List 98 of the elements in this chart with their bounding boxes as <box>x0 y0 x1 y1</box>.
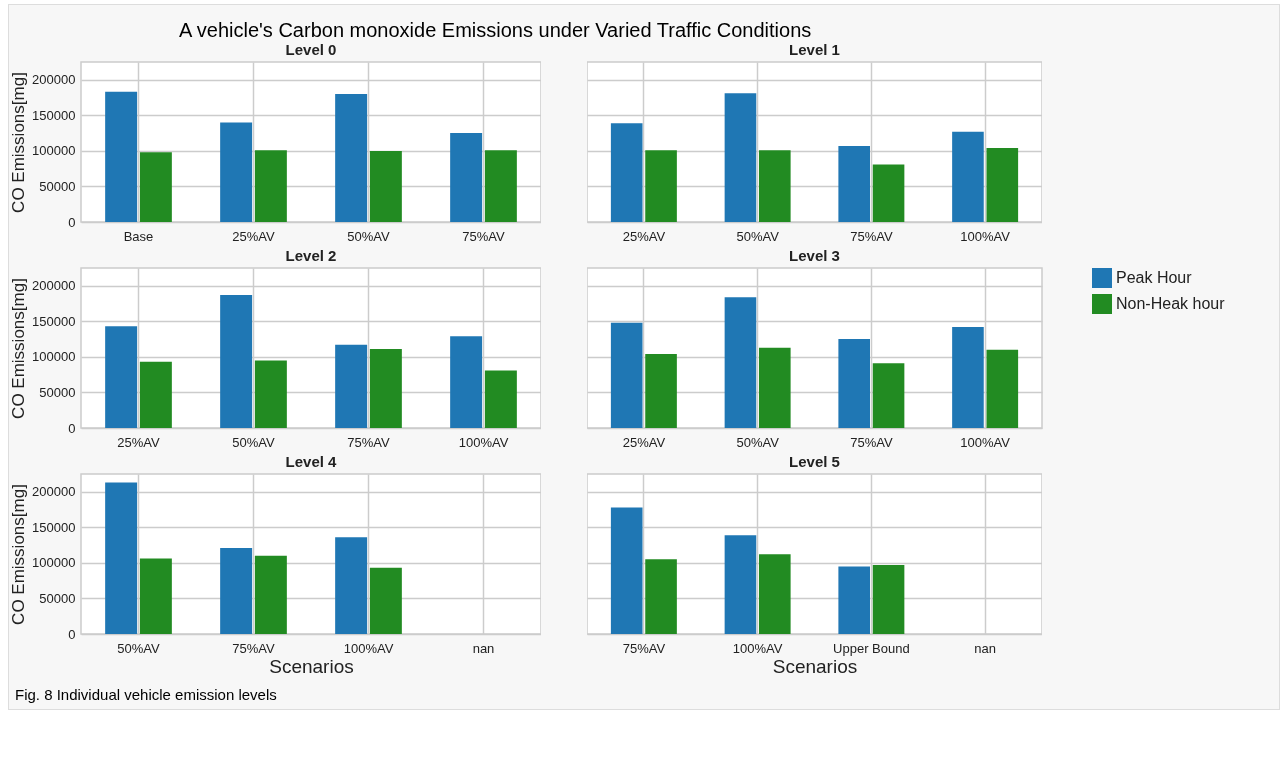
x-tick-label: 25%AV <box>622 228 666 244</box>
y-tick-label: 50000 <box>39 590 76 606</box>
bar <box>645 559 677 634</box>
bar <box>105 326 138 428</box>
x-tick-label: 75%AV <box>232 640 276 656</box>
x-tick-label: 25%AV <box>622 434 666 450</box>
bar <box>986 148 1019 222</box>
bar <box>645 354 677 428</box>
bar <box>139 152 172 222</box>
bar <box>369 349 402 428</box>
chart-title: Level 1 <box>789 41 840 58</box>
text: A vehicle's Carbon monoxide Emissions under Varied Traffic Conditions <box>179 19 813 42</box>
y-tick-label: 100000 <box>32 349 76 365</box>
bar <box>484 150 517 222</box>
x-tick-label: Base <box>123 228 154 244</box>
bar <box>872 565 905 634</box>
y-tick-label: 200000 <box>32 72 76 88</box>
x-tick-label: 50%AV <box>736 228 780 244</box>
y-tick-label: 0 <box>68 626 76 642</box>
bar <box>105 482 138 634</box>
bar <box>254 555 287 634</box>
chart-title: Level 3 <box>789 247 840 264</box>
bar <box>838 145 870 222</box>
bar <box>220 295 253 428</box>
bar <box>139 361 172 428</box>
x-tick-label: 50%AV <box>736 434 780 450</box>
bar <box>872 164 905 222</box>
bar <box>335 344 368 428</box>
x-tick-label: 75%AV <box>347 434 391 450</box>
y-axis-title: CO Emissions[mg] <box>9 72 29 213</box>
bar <box>450 336 483 428</box>
x-tick-label: 100%AV <box>960 434 1011 450</box>
y-tick-label: 100000 <box>32 143 76 159</box>
x-tick-label: 50%AV <box>232 434 276 450</box>
bar <box>335 94 368 222</box>
y-tick-label: 0 <box>68 214 76 230</box>
x-tick-label: 100%AV <box>960 228 1011 244</box>
x-tick-label: 25%AV <box>232 228 276 244</box>
bar <box>139 558 172 634</box>
x-tick-label: 50%AV <box>117 640 161 656</box>
y-tick-label: 200000 <box>32 278 76 294</box>
bar <box>369 567 402 634</box>
chart-title: Level 0 <box>285 41 337 58</box>
y-axis-title: CO Emissions[mg] <box>9 278 29 419</box>
x-tick-label: 100%AV <box>732 640 783 656</box>
bar <box>450 133 483 222</box>
bar <box>724 535 757 634</box>
bar <box>759 554 791 634</box>
bar <box>952 327 984 428</box>
chart-title: Level 5 <box>789 453 840 470</box>
y-tick-label: 200000 <box>32 484 76 500</box>
chart-title: Level 4 <box>285 453 338 470</box>
x-tick-label: 75%AV <box>850 228 893 244</box>
y-tick-label: 0 <box>68 420 76 436</box>
bar <box>872 363 905 428</box>
bar <box>220 547 253 634</box>
x-tick-label: 75%AV <box>850 434 893 450</box>
y-tick-label: 50000 <box>39 384 76 400</box>
x-axis-title: Scenarios <box>269 655 354 677</box>
bar <box>759 150 791 222</box>
bar <box>254 150 287 222</box>
bar <box>610 123 643 222</box>
x-tick-label: 75%AV <box>622 640 666 656</box>
x-tick-label: 50%AV <box>347 228 391 244</box>
bar <box>105 91 138 222</box>
bar <box>724 93 757 222</box>
x-tick-label: 25%AV <box>117 434 161 450</box>
y-tick-label: 50000 <box>39 178 76 194</box>
bar <box>986 349 1019 428</box>
bar <box>838 339 870 428</box>
x-tick-label: 75%AV <box>462 228 506 244</box>
bar <box>369 150 402 222</box>
legend-label: Non-Heak hour <box>1116 295 1226 312</box>
legend-label: Peak Hour <box>1116 269 1193 286</box>
x-tick-label: Upper Bound <box>833 640 910 656</box>
chart-title: Level 2 <box>285 247 337 264</box>
bar <box>610 322 643 428</box>
y-tick-label: 100000 <box>32 555 76 571</box>
y-axis-title: CO Emissions[mg] <box>9 484 29 625</box>
y-tick-label: 150000 <box>32 107 76 123</box>
bar <box>838 566 870 634</box>
x-axis-title: Scenarios <box>772 655 858 677</box>
bar <box>335 537 368 634</box>
bar <box>484 370 517 428</box>
bar <box>952 131 984 222</box>
bar <box>759 347 791 428</box>
y-tick-label: 150000 <box>32 313 76 329</box>
x-tick-label: nan <box>472 640 495 656</box>
bar <box>254 360 287 428</box>
bar <box>724 297 757 428</box>
x-tick-label: nan <box>974 640 996 656</box>
bar <box>645 150 677 222</box>
caption: Fig. 8 Individual vehicle emission levels <box>15 686 278 703</box>
x-tick-label: 100%AV <box>343 640 394 656</box>
y-tick-label: 150000 <box>32 519 76 535</box>
bar <box>610 507 643 634</box>
x-tick-label: 100%AV <box>458 434 509 450</box>
bar <box>220 122 253 222</box>
